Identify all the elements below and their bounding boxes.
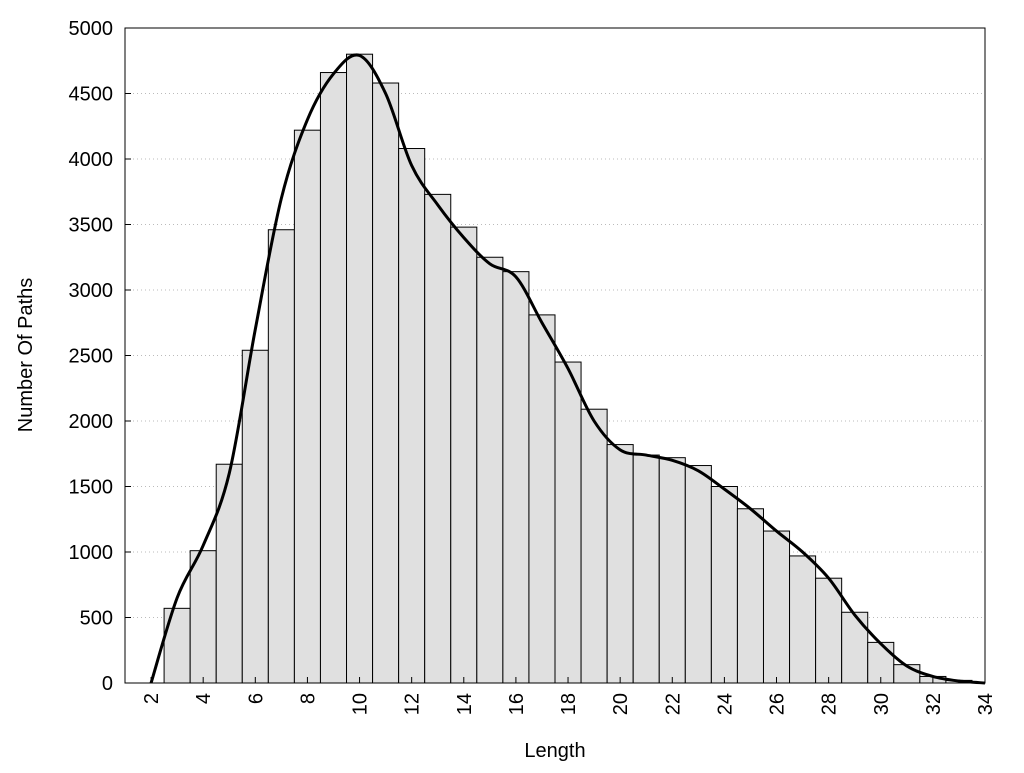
x-tick-label: 14 [454,693,476,715]
bar [841,611,869,684]
bar [346,53,374,684]
x-tick-label: 12 [402,693,424,715]
x-tick-label: 26 [767,693,789,715]
y-tick-label: 1000 [69,542,114,564]
bar [163,607,191,684]
bar [424,193,452,684]
bar [293,129,321,684]
bar [867,641,895,684]
y-tick-label: 2000 [69,411,114,433]
y-tick-label: 2500 [69,346,114,368]
y-tick-label: 0 [102,673,113,695]
x-tick-label: 6 [245,693,267,704]
y-axis-label: Number Of Paths [15,278,37,433]
bar [684,465,712,684]
bar [554,361,582,684]
density-curve [149,53,986,685]
bar [215,463,243,684]
y-tick-label: 3500 [69,215,114,237]
x-tick-label: 28 [819,693,841,715]
bar [632,454,660,684]
bar [528,314,556,684]
x-tick-label: 20 [610,693,632,715]
bar [267,229,295,684]
x-tick-label: 22 [662,693,684,715]
bar [710,486,738,684]
bar [762,530,791,684]
y-tick-label: 1500 [69,477,114,499]
y-tick-label: 5000 [69,18,114,40]
x-tick-label: 18 [558,693,580,715]
y-tick-label: 4500 [69,84,114,106]
y-tick-label: 500 [80,608,113,630]
y-tick-label: 4000 [69,149,114,171]
bar [476,256,504,684]
bar [372,82,400,684]
x-tick-label: 8 [297,693,319,704]
x-tick-label: 4 [193,693,215,704]
bar [815,577,843,684]
bar [398,148,426,684]
bar [189,550,217,684]
x-tick-label: 10 [350,693,372,715]
x-axis-label: Length [524,740,585,762]
bar [319,72,348,684]
x-tick-label: 34 [975,693,997,715]
bar [606,444,634,684]
x-tick-label: 16 [506,693,528,715]
bar [736,508,764,684]
bar [580,408,608,684]
x-tick-label: 32 [923,693,945,715]
bar [241,349,269,684]
x-tick-label: 24 [714,693,736,715]
bar [658,457,686,684]
plot-frame [124,27,986,684]
x-tick-label: 30 [871,693,893,715]
bar [789,555,817,684]
bar [450,226,478,684]
x-tick-label: 2 [141,693,163,704]
y-tick-label: 3000 [69,280,114,302]
bar [502,271,530,684]
